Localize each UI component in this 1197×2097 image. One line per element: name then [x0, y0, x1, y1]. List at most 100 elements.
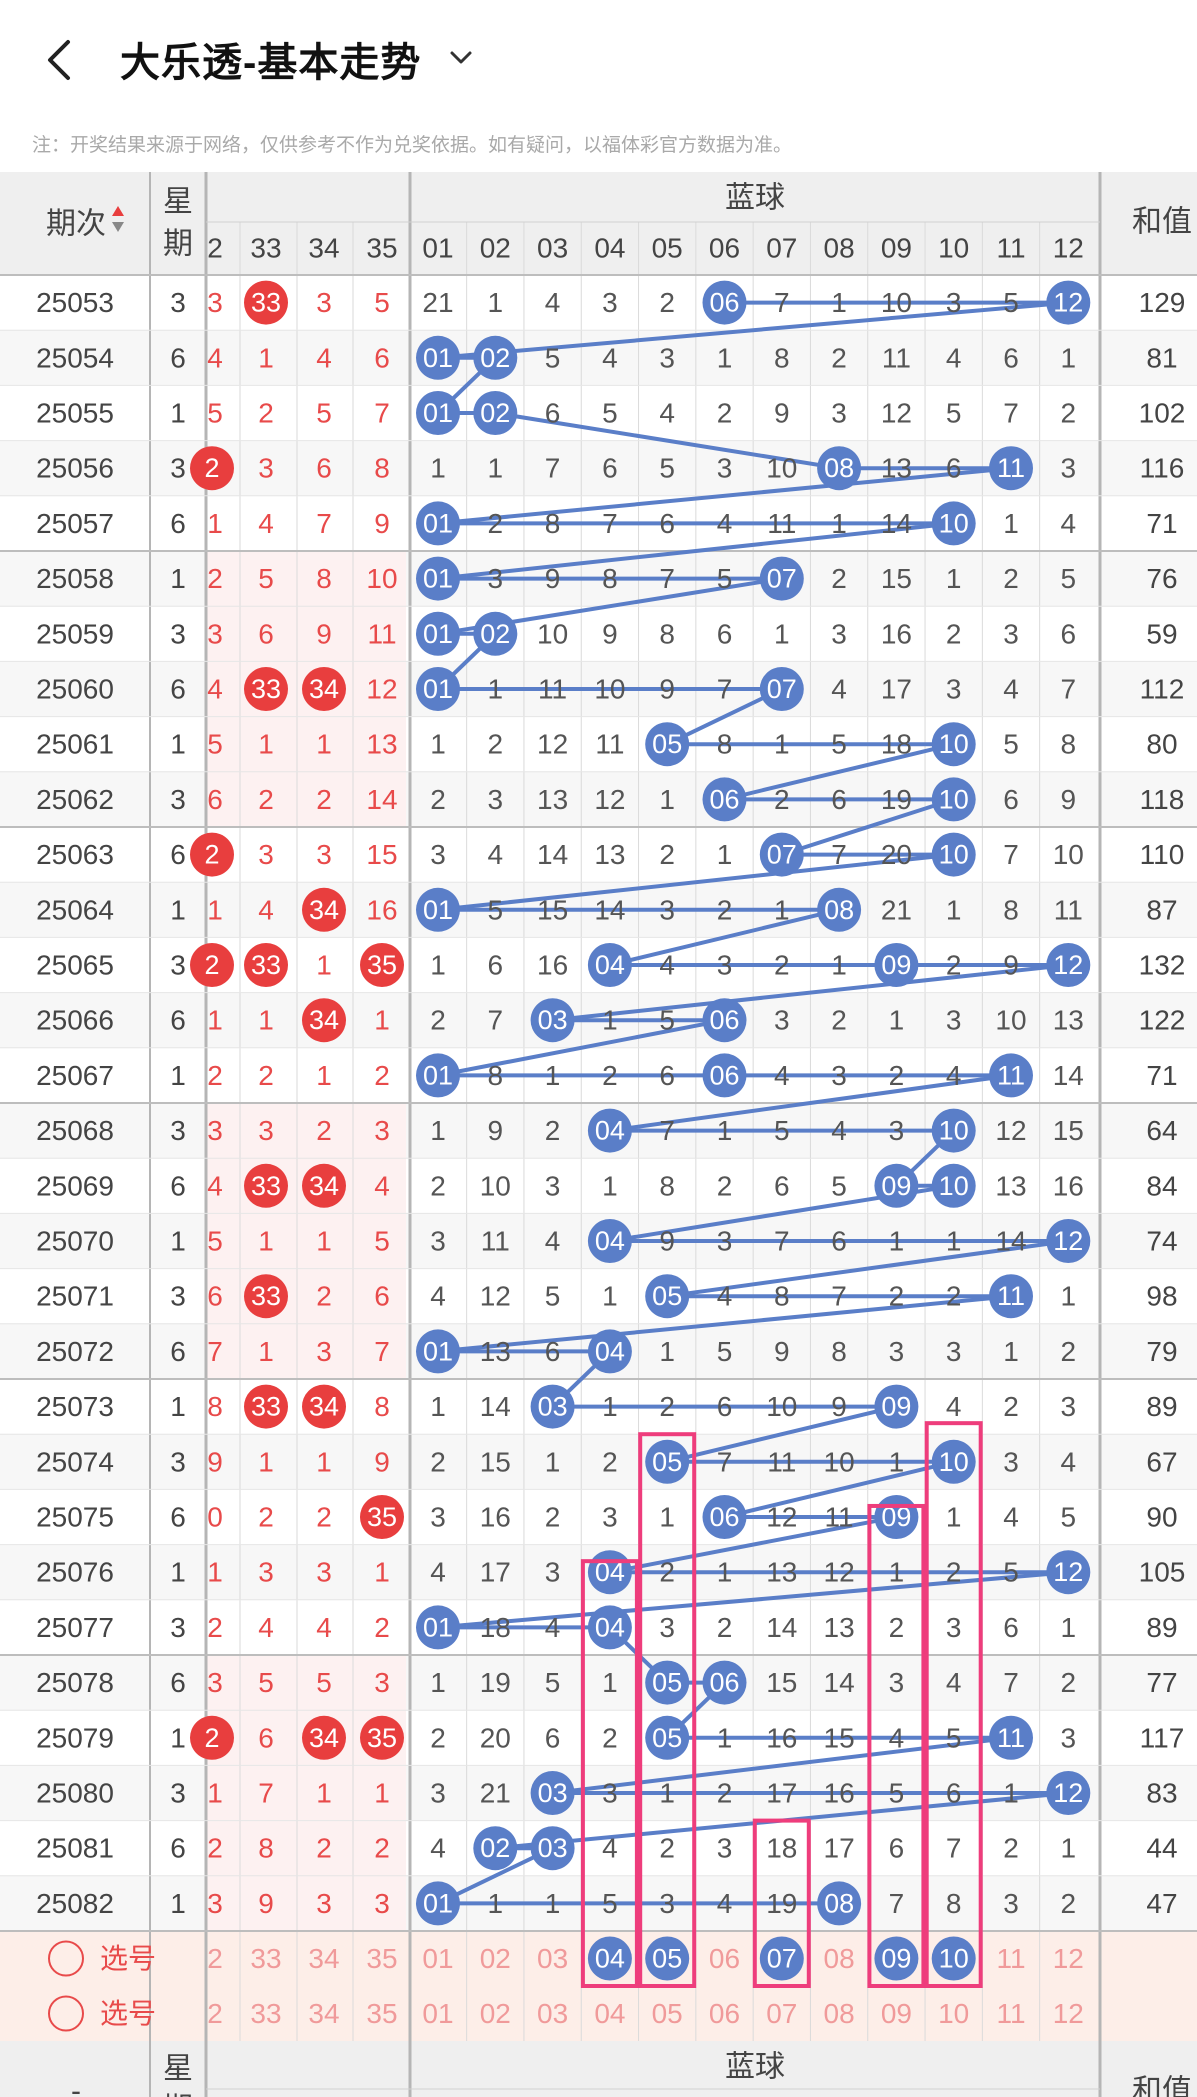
- blue-omission-value: 15: [881, 563, 912, 594]
- select-label[interactable]: 选号: [100, 1998, 156, 2029]
- red-omission-value: 1: [374, 1778, 390, 1809]
- blue-omission-value: 5: [1061, 563, 1077, 594]
- sum-cell: 59: [1146, 618, 1177, 649]
- red-omission-value: 2: [258, 1502, 274, 1533]
- blue-omission-value: 3: [1003, 1446, 1019, 1477]
- selected-blue-ball[interactable]: [874, 1936, 919, 1981]
- table-row-bg: [0, 716, 1197, 772]
- blue-omission-value: 6: [946, 453, 962, 484]
- blue-omission-value: 4: [946, 1060, 962, 1091]
- period-cell: 25076: [36, 1557, 114, 1588]
- red-omission-value: 1: [207, 1005, 223, 1036]
- red-omission-value: 3: [207, 1888, 223, 1919]
- select-blue-number[interactable]: 12: [1053, 1998, 1084, 2029]
- select-blue-number[interactable]: 12: [1053, 1943, 1084, 1974]
- blue-omission-value: 4: [1003, 674, 1019, 705]
- selected-blue-ball[interactable]: [931, 1936, 976, 1981]
- select-radio[interactable]: [48, 1995, 84, 2032]
- select-blue-number[interactable]: 06: [709, 1998, 740, 2029]
- back-arrow-icon[interactable]: [40, 30, 80, 90]
- period-cell: 25081: [36, 1833, 114, 1864]
- select-blue-number[interactable]: 01: [422, 1943, 453, 1974]
- select-blue-number[interactable]: 06: [709, 1943, 740, 1974]
- blue-omission-value: 2: [659, 1557, 675, 1588]
- blue-omission-value: 2: [946, 1281, 962, 1312]
- blue-omission-value: 14: [995, 1226, 1026, 1257]
- select-blue-number[interactable]: 01: [422, 1998, 453, 2029]
- sum-cell: 76: [1146, 563, 1177, 594]
- select-radio[interactable]: [48, 1940, 84, 1977]
- blue-omission-value: 16: [480, 1502, 511, 1533]
- blue-ball-number: 10: [939, 1116, 969, 1146]
- red-ball: [302, 1163, 346, 1208]
- select-blue-number[interactable]: 04: [594, 1998, 625, 2029]
- red-omission-value: 4: [316, 342, 332, 373]
- blue-ball-number: 05: [652, 1668, 682, 1698]
- period-cell: 25075: [36, 1502, 114, 1533]
- select-label[interactable]: 选号: [100, 1943, 156, 1974]
- selected-blue-ball[interactable]: [759, 1936, 804, 1981]
- select-blue-number[interactable]: 05: [652, 1998, 683, 2029]
- blue-omission-value: 7: [545, 453, 561, 484]
- selected-blue-ball[interactable]: [645, 1936, 690, 1981]
- blue-omission-value: 2: [545, 1115, 561, 1146]
- select-blue-number[interactable]: 11: [996, 1943, 1025, 1974]
- red-omission-value: 2: [316, 1833, 332, 1864]
- blue-ball-number: 01: [423, 619, 453, 649]
- select-blue-number[interactable]: 11: [996, 1998, 1025, 2029]
- blue-ball-number: 06: [709, 288, 739, 318]
- blue-omission-value: 11: [882, 342, 911, 373]
- blue-omission-value: 7: [946, 1833, 962, 1864]
- blue-omission-value: 1: [659, 1336, 675, 1367]
- red-omission-value: 3: [207, 1115, 223, 1146]
- blue-ball-number: 10: [939, 1447, 969, 1477]
- red-omission-value: 2: [374, 1060, 390, 1091]
- select-blue-number[interactable]: 10: [938, 1998, 969, 2029]
- blue-ball: [702, 280, 747, 325]
- blue-ball-number: 11: [997, 1281, 1025, 1311]
- red-omission-value: 4: [258, 894, 274, 925]
- select-blue-number[interactable]: 08: [824, 1998, 855, 2029]
- selected-blue-number: 09: [881, 1944, 911, 1974]
- blue-ball: [874, 1163, 919, 1208]
- chevron-down-icon[interactable]: [446, 42, 476, 72]
- red-ball: [190, 832, 234, 877]
- sum-cell: 89: [1146, 1391, 1177, 1422]
- blue-omission-value: 6: [831, 784, 847, 815]
- red-ball-number: 33: [251, 1281, 281, 1311]
- blue-ball: [759, 667, 804, 711]
- blue-omission-value: 4: [1061, 508, 1077, 539]
- blue-omission-value: 5: [545, 1281, 561, 1312]
- blue-ball-number: 07: [767, 840, 797, 870]
- blue-ball: [473, 611, 518, 656]
- trend-line: [437, 521, 954, 581]
- blue-ball-number: 03: [538, 1392, 568, 1422]
- blue-omission-value: 2: [488, 508, 504, 539]
- blue-omission-value: 1: [717, 1115, 733, 1146]
- select-blue-number[interactable]: 03: [537, 1943, 568, 1974]
- red-ball-number: 34: [309, 1723, 339, 1753]
- sort-up-icon: [112, 206, 124, 216]
- blue-omission-value: 6: [488, 950, 504, 981]
- blue-omission-value: 4: [946, 1391, 962, 1422]
- select-blue-number[interactable]: 03: [537, 1998, 568, 2029]
- select-blue-number[interactable]: 07: [766, 1998, 797, 2029]
- trend-line: [437, 466, 1012, 526]
- select-blue-number[interactable]: 09: [881, 1998, 912, 2029]
- weekday-cell: 3: [170, 1778, 186, 1809]
- selected-blue-ball[interactable]: [587, 1936, 632, 1981]
- weekday-cell: 1: [170, 1888, 186, 1919]
- select-blue-number[interactable]: 08: [824, 1943, 855, 1974]
- pink-selection-frame: [752, 1818, 811, 1988]
- blue-omission-value: 17: [480, 1557, 511, 1588]
- select-blue-number[interactable]: 02: [480, 1998, 511, 2029]
- blue-ball-number: 11: [997, 1723, 1025, 1753]
- blue-ball: [702, 1495, 747, 1539]
- blue-omission-value: 18: [881, 729, 912, 760]
- red-omission-value: 3: [316, 839, 332, 870]
- select-blue-number[interactable]: 02: [480, 1943, 511, 1974]
- blue-omission-value: 6: [659, 1060, 675, 1091]
- blue-omission-value: 10: [594, 674, 625, 705]
- red-ball-number: 33: [251, 1171, 281, 1201]
- blue-omission-value: 7: [831, 839, 847, 870]
